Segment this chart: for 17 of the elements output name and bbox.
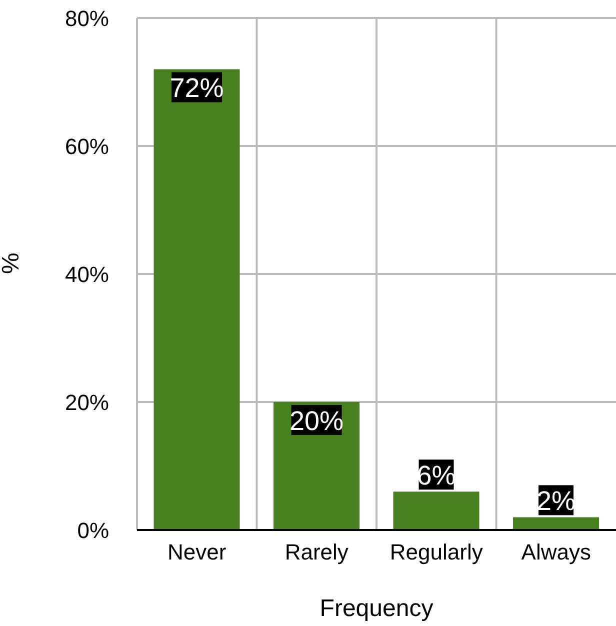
bar (513, 517, 600, 530)
y-tick-label: 20% (64, 390, 109, 415)
y-tick-label: 0% (77, 518, 109, 543)
y-tick-label: 60% (64, 134, 109, 159)
y-tick-label: 40% (64, 262, 109, 287)
bar (393, 492, 480, 530)
x-tick-label: Never (168, 540, 226, 565)
x-tick-label: Rarely (284, 540, 348, 565)
x-axis-title: Frequency (320, 595, 434, 622)
data-label: 72% (170, 73, 224, 104)
x-tick-label: Regularly (390, 540, 483, 565)
y-tick-label: 80% (64, 6, 109, 31)
data-label: 6% (416, 460, 456, 491)
x-tick-label: Always (521, 540, 591, 565)
y-axis-title: % (0, 252, 25, 274)
bar (154, 69, 240, 530)
data-label: 20% (289, 406, 344, 436)
